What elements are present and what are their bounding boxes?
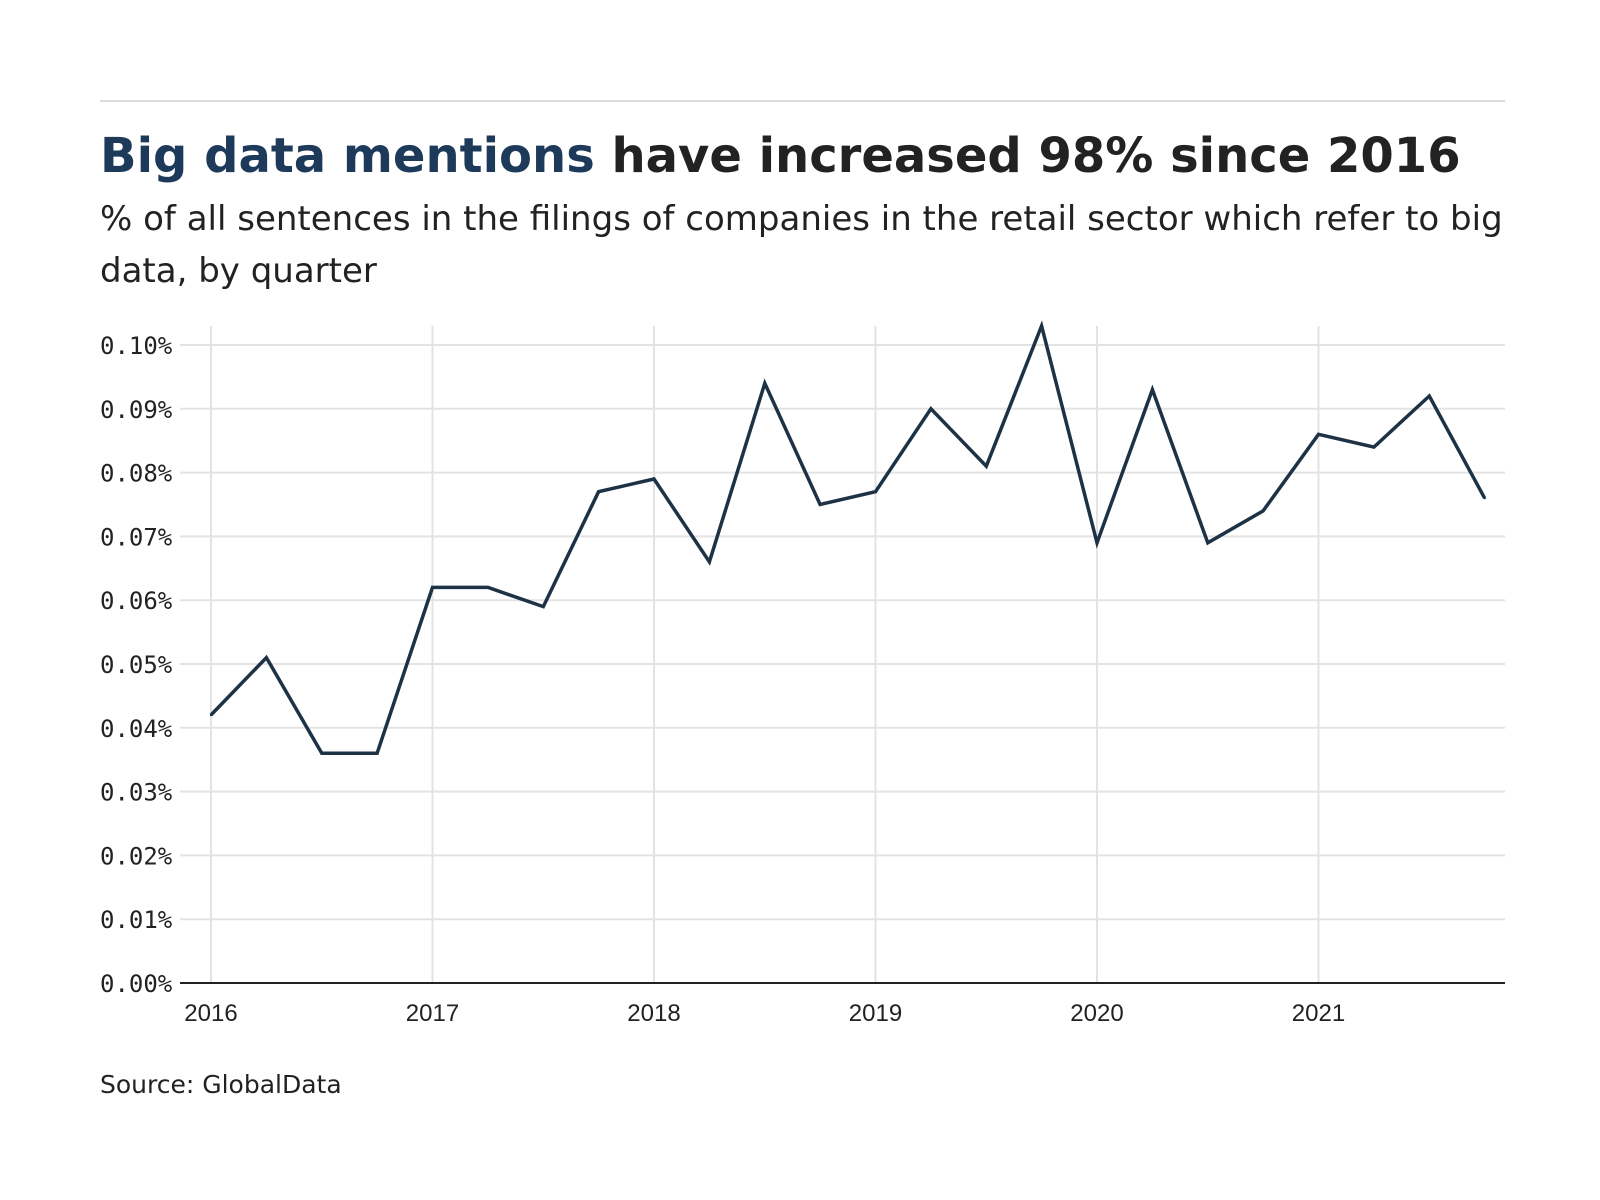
series-layer: [209, 320, 1487, 756]
data-point: [375, 752, 379, 755]
x-tick-label: 2018: [627, 1000, 680, 1027]
data-point: [874, 490, 877, 493]
data-point: [818, 503, 822, 506]
top-divider: [100, 100, 1505, 102]
data-point: [1206, 541, 1209, 544]
data-point: [320, 752, 323, 755]
x-tick-label: 2020: [1070, 1000, 1123, 1027]
x-tick-label: 2021: [1292, 1000, 1345, 1027]
data-point: [1317, 433, 1320, 436]
data-point: [1372, 445, 1376, 449]
data-point: [1428, 394, 1431, 398]
chart-title-highlight: Big data mentions: [100, 128, 595, 184]
data-point: [708, 560, 711, 564]
chart-title: Big data mentions have increased 98% sin…: [100, 124, 1461, 188]
data-point: [1261, 509, 1265, 513]
tick-label-layer: 0.00% 0.01% 0.02% 0.03% 0.04% 0.05% 0.06% 0.07%…: [100, 332, 1345, 1027]
series-line: [209, 320, 1487, 756]
chart-subtitle: % of all sentences in the filings of com…: [100, 199, 1503, 291]
data-point: [542, 605, 545, 608]
data-point: [1095, 541, 1099, 544]
data-point: [1151, 388, 1154, 391]
y-tick-label: 0.01%: [100, 906, 173, 934]
data-point: [597, 490, 600, 493]
y-tick-label: 0.04%: [100, 715, 173, 743]
x-tick-label: 2017: [406, 1000, 459, 1027]
grid-layer: [180, 326, 1505, 983]
y-tick-label: 0.06%: [100, 587, 173, 615]
y-tick-label: 0.05%: [100, 651, 173, 679]
y-tick-label: 0.07%: [100, 523, 173, 551]
data-point: [652, 477, 656, 481]
data-point: [486, 586, 490, 589]
data-point: [209, 713, 213, 717]
y-tick-label: 0.03%: [100, 779, 173, 807]
y-tick-label: 0.08%: [100, 460, 173, 488]
y-tick-label: 0.02%: [100, 842, 173, 870]
data-point: [763, 382, 766, 385]
data-point: [1483, 496, 1486, 500]
x-tick-label: 2016: [184, 1000, 237, 1027]
chart-title-rest: have increased 98% since 2016: [594, 128, 1461, 184]
data-point: [431, 586, 434, 589]
x-tick-label: 2019: [849, 1000, 902, 1027]
data-point: [1040, 324, 1043, 328]
y-tick-label: 0.00%: [100, 970, 173, 998]
data-point: [265, 656, 268, 659]
data-point: [929, 407, 933, 410]
source-note: Source: GlobalData: [100, 1070, 342, 1099]
y-tick-label: 0.10%: [100, 332, 173, 360]
y-tick-label: 0.09%: [100, 396, 173, 424]
data-point: [985, 465, 988, 468]
